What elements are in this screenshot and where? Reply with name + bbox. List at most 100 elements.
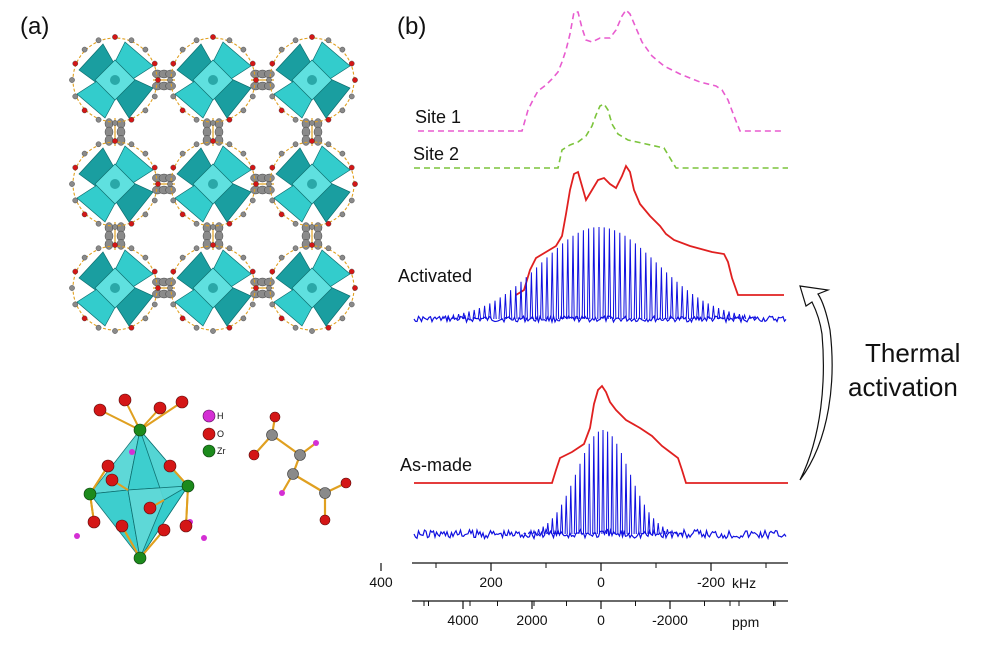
node-atom [155, 285, 161, 291]
node-atom [249, 93, 256, 100]
node-atom [179, 107, 186, 114]
node-atom [112, 120, 118, 126]
node-atom [112, 138, 118, 144]
node-atom [69, 77, 75, 83]
node-atom [278, 150, 285, 157]
node-atom [269, 60, 276, 67]
node-atom [339, 254, 346, 261]
zr-atom [307, 75, 317, 85]
node-atom [226, 324, 233, 331]
cluster-zirconium-atom [133, 551, 147, 565]
carbon-atom [214, 135, 224, 146]
cluster-oxygen-atom [153, 401, 167, 415]
node-atom [352, 285, 358, 291]
node-atom [269, 164, 276, 171]
node-atom [128, 220, 135, 227]
zr-node-polyhedron [167, 34, 259, 126]
node-atom [240, 211, 247, 218]
node-atom [253, 181, 259, 187]
khz-tick-label: 0 [597, 574, 605, 590]
carbon-atom [165, 289, 176, 299]
node-atom [151, 60, 158, 67]
zr-atom [208, 75, 218, 85]
legend-label-h: H [217, 411, 224, 421]
node-atom [151, 197, 158, 204]
node-atom [170, 197, 177, 204]
node-atom [112, 242, 118, 248]
atom-legend: H O Zr [202, 409, 226, 458]
ppm-unit-label: ppm [732, 614, 759, 630]
node-atom [72, 93, 79, 100]
legend-item-h: H [202, 409, 224, 423]
node-atom [151, 268, 158, 275]
node-atom [210, 224, 216, 230]
node-atom [309, 224, 315, 230]
zr-atom [208, 179, 218, 189]
node-atom [240, 254, 247, 261]
cluster-oxygen-atom [118, 393, 132, 407]
node-atom [292, 37, 299, 44]
ppm-tick-label: 0 [597, 612, 605, 628]
node-atom [325, 220, 332, 227]
node-atom [269, 268, 276, 275]
carbon-atom [165, 173, 176, 183]
cluster-oxygen-atom [115, 519, 129, 533]
panel-b-label: (b) [397, 13, 426, 40]
cluster-zirconium-atom [83, 487, 97, 501]
node-atom [266, 77, 272, 83]
zr-node-polyhedron [266, 34, 358, 126]
carbon-atom [165, 185, 176, 195]
node-atom [95, 220, 102, 227]
node-atom [210, 242, 216, 248]
carbon-atom [264, 81, 275, 91]
node-atom [240, 315, 247, 322]
node-atom [128, 245, 135, 252]
node-atom [170, 93, 177, 100]
node-atom [170, 301, 177, 308]
zr-atom [208, 283, 218, 293]
cluster-octahedron-face [139, 485, 189, 559]
node-atom [179, 315, 186, 322]
linker-oxygen-atom [269, 411, 281, 423]
node-atom [193, 116, 200, 123]
zr-node-polyhedron [167, 242, 259, 334]
carbon-atom [264, 277, 275, 287]
node-atom [193, 324, 200, 331]
node-atom [339, 315, 346, 322]
node-atom [72, 268, 79, 275]
cluster-oxygen-atom [93, 403, 107, 417]
zr-node-polyhedron [69, 34, 161, 126]
cluster-oxygen-atom [105, 473, 119, 487]
carbon-atom [301, 239, 311, 250]
node-atom [249, 268, 256, 275]
activation-label: activation [848, 372, 958, 402]
node-atom [226, 220, 233, 227]
zr-node-polyhedron [266, 242, 358, 334]
node-atom [249, 301, 256, 308]
node-atom [309, 328, 315, 334]
node-atom [142, 150, 149, 157]
node-atom [72, 60, 79, 67]
carbon-atom [264, 185, 275, 195]
node-atom [292, 141, 299, 148]
node-atom [128, 324, 135, 331]
legend-swatch-o [202, 427, 216, 441]
node-atom [170, 60, 177, 67]
node-atom [128, 37, 135, 44]
carbon-atom [165, 69, 176, 79]
node-atom [151, 93, 158, 100]
node-atom [81, 315, 88, 322]
node-atom [210, 120, 216, 126]
linker-hydrogen-atom [279, 490, 285, 496]
carbon-atom [202, 135, 212, 146]
zr-atom [110, 179, 120, 189]
node-atom [269, 197, 276, 204]
site1-label: Site 1 [415, 107, 461, 127]
linker-carbon-atom [319, 487, 331, 499]
node-atom [348, 197, 355, 204]
asmade-simulation-line [414, 384, 788, 484]
legend-swatch-zr [202, 444, 216, 458]
linker-carbon-atom [266, 429, 278, 441]
node-atom [72, 164, 79, 171]
